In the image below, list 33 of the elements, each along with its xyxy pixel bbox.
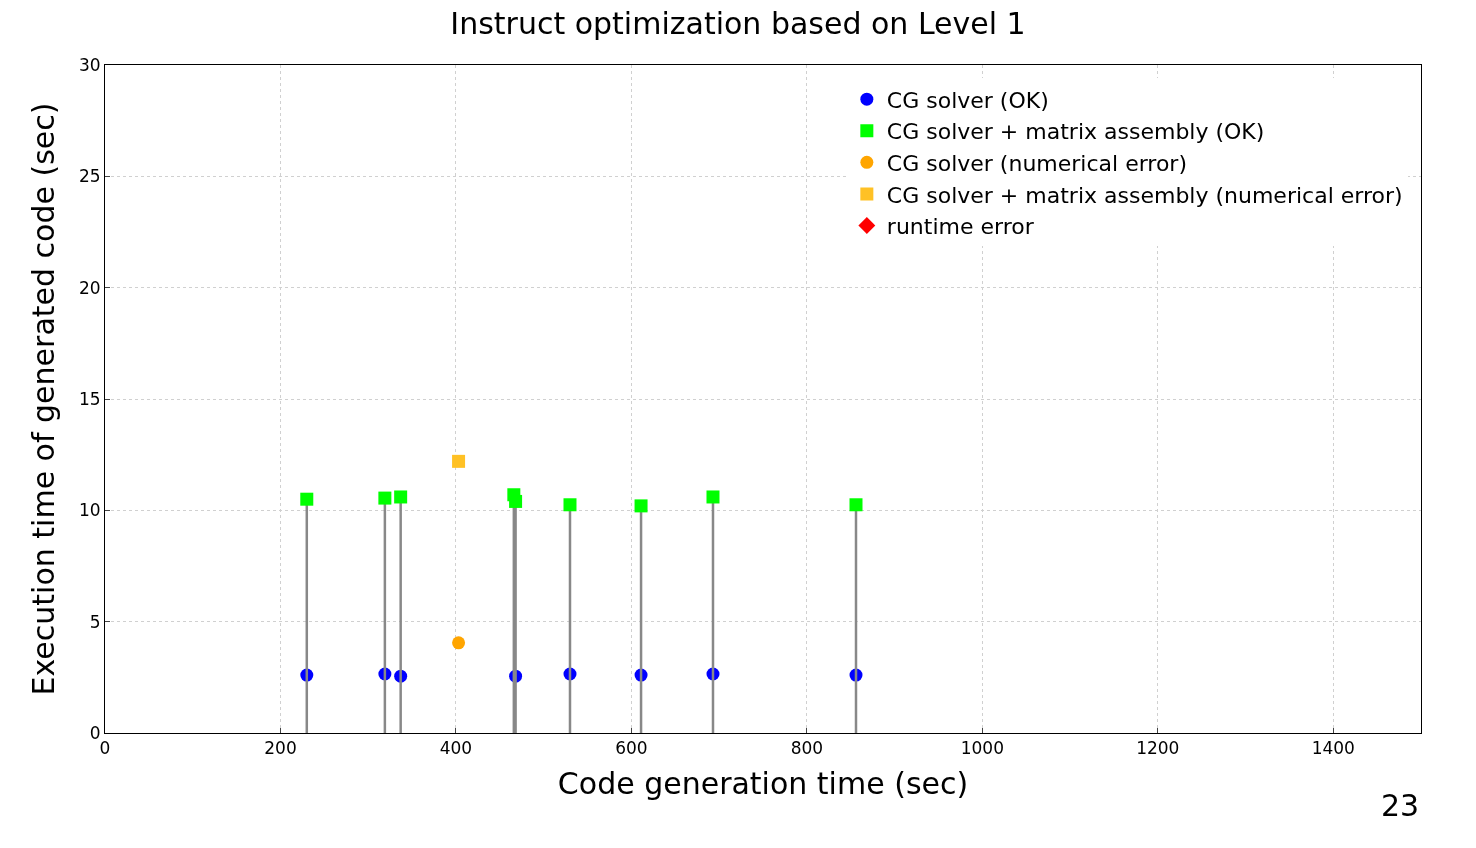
y-tick-label: 25 — [78, 166, 101, 187]
y-tick-label: 30 — [78, 54, 101, 75]
x-axis-title: Code generation time (sec) — [557, 765, 969, 801]
x-tick-label: 200 — [264, 738, 297, 759]
point — [706, 490, 720, 504]
point — [378, 491, 392, 505]
x-tick-label: 400 — [439, 738, 473, 759]
x-tick-label: 1000 — [960, 738, 1004, 759]
y-tick-label: 0 — [89, 722, 101, 743]
point — [634, 499, 648, 513]
chart-title: Instruct optimization based on Level 1 — [450, 5, 1026, 41]
y-tick-label: 10 — [78, 500, 101, 521]
y-axis-title: Execution time of generated code (sec) — [25, 102, 61, 696]
x-tick-label: 1200 — [1136, 738, 1180, 759]
x-tick-label: 800 — [790, 738, 824, 759]
y-tick-label: 20 — [78, 277, 101, 298]
y-tick-label: 15 — [78, 388, 101, 409]
point — [452, 636, 466, 650]
x-tick-label: 1400 — [1311, 738, 1355, 759]
legend-label: CG solver (numerical error) — [886, 150, 1187, 176]
legend-label: CG solver + matrix assembly (OK) — [886, 119, 1265, 145]
legend-label: CG solver (OK) — [886, 87, 1049, 113]
text: 23 — [1381, 788, 1420, 823]
point — [394, 490, 408, 504]
point — [563, 498, 577, 512]
point — [509, 494, 523, 508]
legend-label: CG solver + matrix assembly (numerical error) — [886, 182, 1403, 208]
point — [452, 454, 466, 468]
point — [849, 498, 863, 512]
legend-label: runtime error — [886, 214, 1035, 240]
y-tick-label: 5 — [89, 611, 101, 632]
point — [300, 492, 314, 506]
x-tick-label: 600 — [615, 738, 648, 759]
